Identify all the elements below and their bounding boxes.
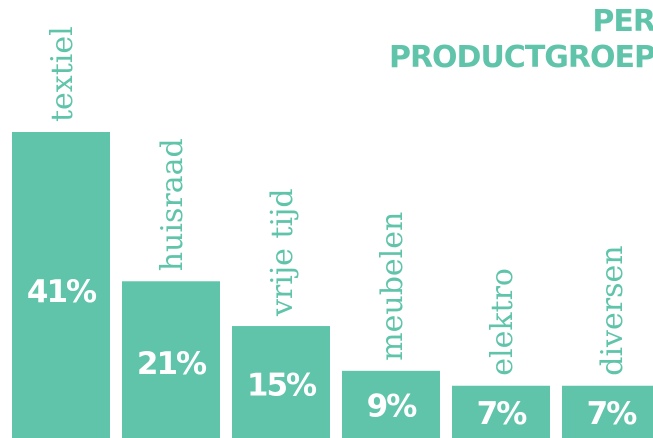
value-label: 41% [27,274,97,310]
value-label: 7% [587,396,638,432]
category-label: vrije tijd [265,188,300,317]
category-label: meubelen [375,212,410,361]
chart-title-line-2: PRODUCTGROEP [388,40,653,75]
category-label: elektro [485,268,520,376]
bar-vrije-tijd [232,326,330,438]
value-label: 15% [247,367,317,403]
category-label: diversen [595,245,630,375]
value-label: 7% [477,396,528,432]
bar-diversen [562,385,653,438]
category-label: huisraad [155,138,190,271]
value-label: 9% [367,388,418,424]
bar-textiel [12,132,110,438]
chart-title-line-1: PER [592,4,653,39]
bar-meubelen [342,370,440,438]
bar-elektro [452,385,550,438]
category-label: textiel [45,26,80,122]
bar-huisraad [122,281,220,438]
value-label: 21% [137,346,207,382]
